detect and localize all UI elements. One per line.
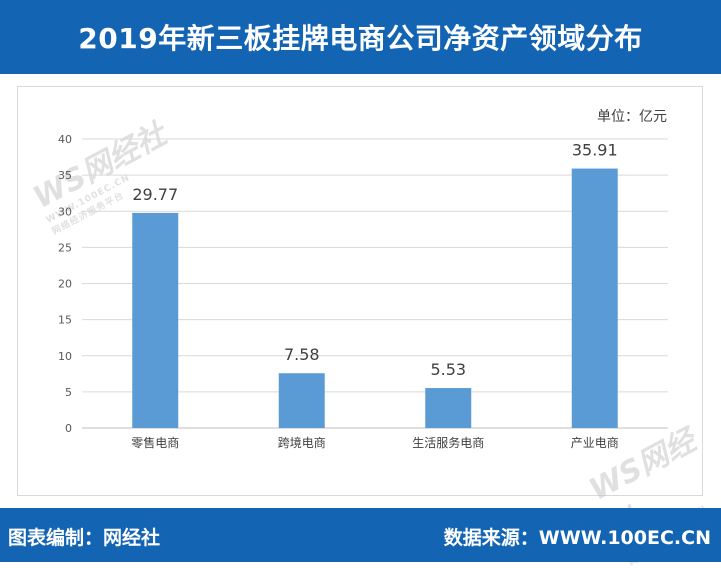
bar [278,373,325,428]
y-tick-label: 40 [58,133,72,146]
y-tick-label: 20 [58,278,72,291]
y-tick-label: 35 [58,169,72,182]
x-category-label: 零售电商 [131,435,179,450]
bar-value-label: 35.91 [572,141,618,160]
bar [425,388,472,428]
x-category-label: 生活服务电商 [412,435,484,450]
y-tick-label: 15 [58,314,72,327]
bar-value-label: 29.77 [132,185,178,204]
y-tick-label: 25 [58,241,72,254]
x-category-label: 产业电商 [571,435,619,450]
bars [132,168,618,429]
y-tick-label: 0 [65,422,72,435]
footer-source: 数据来源：WWW.100EC.CN [443,527,711,549]
bar [132,212,179,428]
y-tick-label: 5 [65,386,72,399]
unit-label: 单位：亿元 [597,109,667,125]
chart-title-banner: 2019年新三板挂牌电商公司净资产领域分布 [0,0,721,74]
bar-value-label: 5.53 [430,360,466,379]
footer-editor: 图表编制：网经社 [8,527,161,549]
y-tick-label: 30 [58,205,72,218]
footer-bar: 图表编制：网经社 数据来源：WWW.100EC.CN [0,508,721,562]
y-axis-ticks: 0 5 10 15 20 25 30 35 40 [58,133,72,435]
x-category-label: 跨境电商 [278,435,326,450]
gridlines [82,138,668,429]
bar-value-label: 7.58 [284,345,320,364]
chart-title: 2019年新三板挂牌电商公司净资产领域分布 [78,22,643,55]
value-labels: 29.77 7.58 5.53 35.91 [132,141,617,379]
y-tick-label: 10 [58,350,72,363]
bar [571,168,618,429]
x-axis-labels: 零售电商 跨境电商 生活服务电商 产业电商 [131,435,619,450]
